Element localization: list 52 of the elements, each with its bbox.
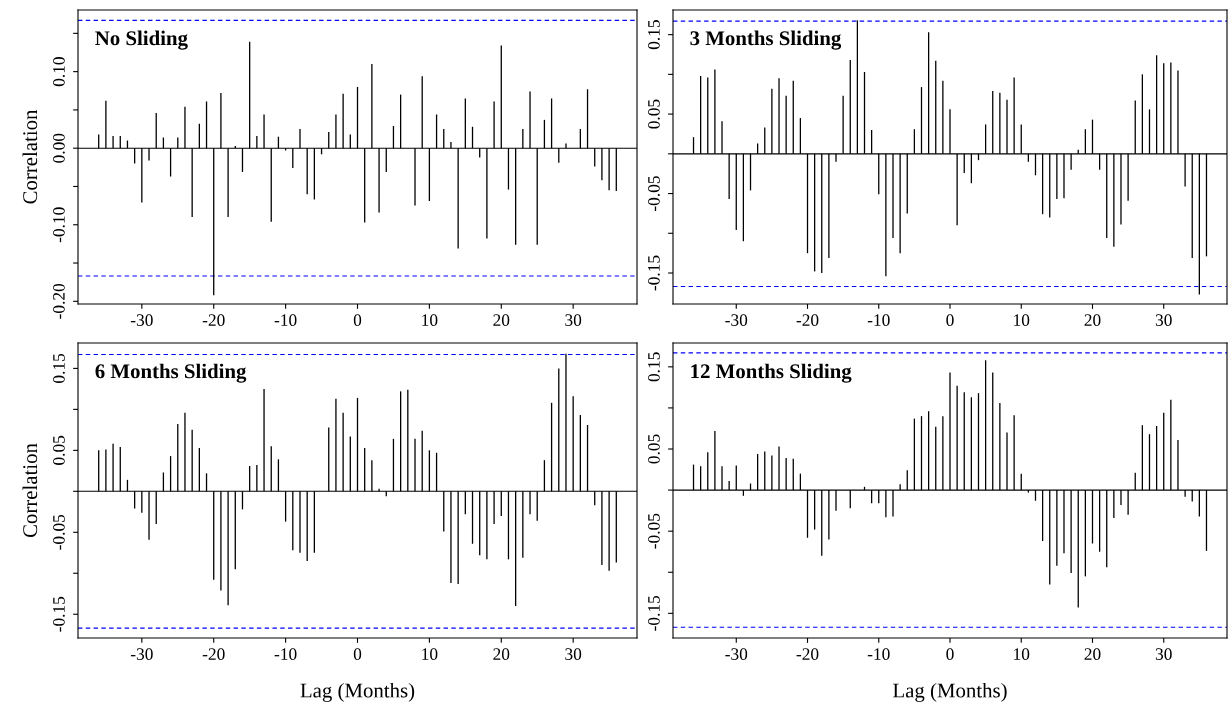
y-tick-label: 0.15 xyxy=(648,20,660,50)
x-tick-label: -30 xyxy=(130,314,153,326)
x-tick-label: 20 xyxy=(1084,314,1101,326)
x-tick-label: 10 xyxy=(422,648,438,660)
x-tick-label: 20 xyxy=(1084,648,1101,660)
y-tick-label: 0.15 xyxy=(53,353,65,383)
y-axis-title: Correlation xyxy=(22,443,38,538)
x-tick-label: -30 xyxy=(130,648,153,660)
y-tick-label: -0.10 xyxy=(53,207,65,243)
x-tick-label: 30 xyxy=(565,648,582,660)
x-tick-label: 30 xyxy=(1155,314,1172,326)
x-tick-label: 20 xyxy=(493,648,510,660)
x-tick-label: 0 xyxy=(946,648,954,660)
y-axis-title: Correlation xyxy=(22,109,38,204)
x-axis-title: Lag (Months) xyxy=(300,682,415,702)
x-tick-label: -20 xyxy=(796,648,819,660)
x-tick-label: 10 xyxy=(1014,314,1030,326)
x-tick-label: -30 xyxy=(725,648,748,660)
y-tick-label: -0.15 xyxy=(648,595,660,631)
y-tick-label: 0.05 xyxy=(648,99,660,129)
y-tick-label: 0.10 xyxy=(53,57,65,87)
x-axis-title: Lag (Months) xyxy=(893,682,1007,702)
x-tick-label: -30 xyxy=(725,314,748,326)
x-tick-label: 0 xyxy=(353,314,362,326)
y-tick-label: 0.15 xyxy=(648,352,660,382)
x-tick-label: 20 xyxy=(493,314,510,326)
y-tick-label: -0.15 xyxy=(53,596,65,632)
x-tick-label: 10 xyxy=(1014,648,1030,660)
y-tick-label: -0.05 xyxy=(648,176,660,211)
text: No Sliding xyxy=(95,30,188,50)
x-tick-label: -10 xyxy=(867,314,890,326)
y-tick-label: -0.05 xyxy=(53,514,65,550)
y-tick-label: 0.05 xyxy=(53,435,65,465)
x-tick-label: 30 xyxy=(565,314,582,326)
x-tick-label: 0 xyxy=(353,648,362,660)
x-tick-label: -10 xyxy=(274,314,297,326)
x-tick-label: -20 xyxy=(202,314,225,326)
x-tick-label: -10 xyxy=(274,648,297,660)
y-tick-label: 0.05 xyxy=(648,434,660,464)
text: 3 Months Sliding xyxy=(690,30,842,50)
x-tick-label: -10 xyxy=(867,648,890,660)
y-tick-label: -0.05 xyxy=(648,513,660,549)
x-tick-label: 0 xyxy=(946,314,954,326)
x-tick-label: 10 xyxy=(422,314,438,326)
x-tick-label: -20 xyxy=(202,648,225,660)
text: 12 Months Sliding xyxy=(691,363,852,383)
y-tick-label: -0.20 xyxy=(53,283,65,319)
x-tick-label: 30 xyxy=(1155,648,1172,660)
y-tick-label: 0.00 xyxy=(53,133,65,163)
y-tick-label: -0.15 xyxy=(648,255,660,291)
text: 6 Months Sliding xyxy=(95,363,247,383)
x-tick-label: -20 xyxy=(796,314,819,326)
